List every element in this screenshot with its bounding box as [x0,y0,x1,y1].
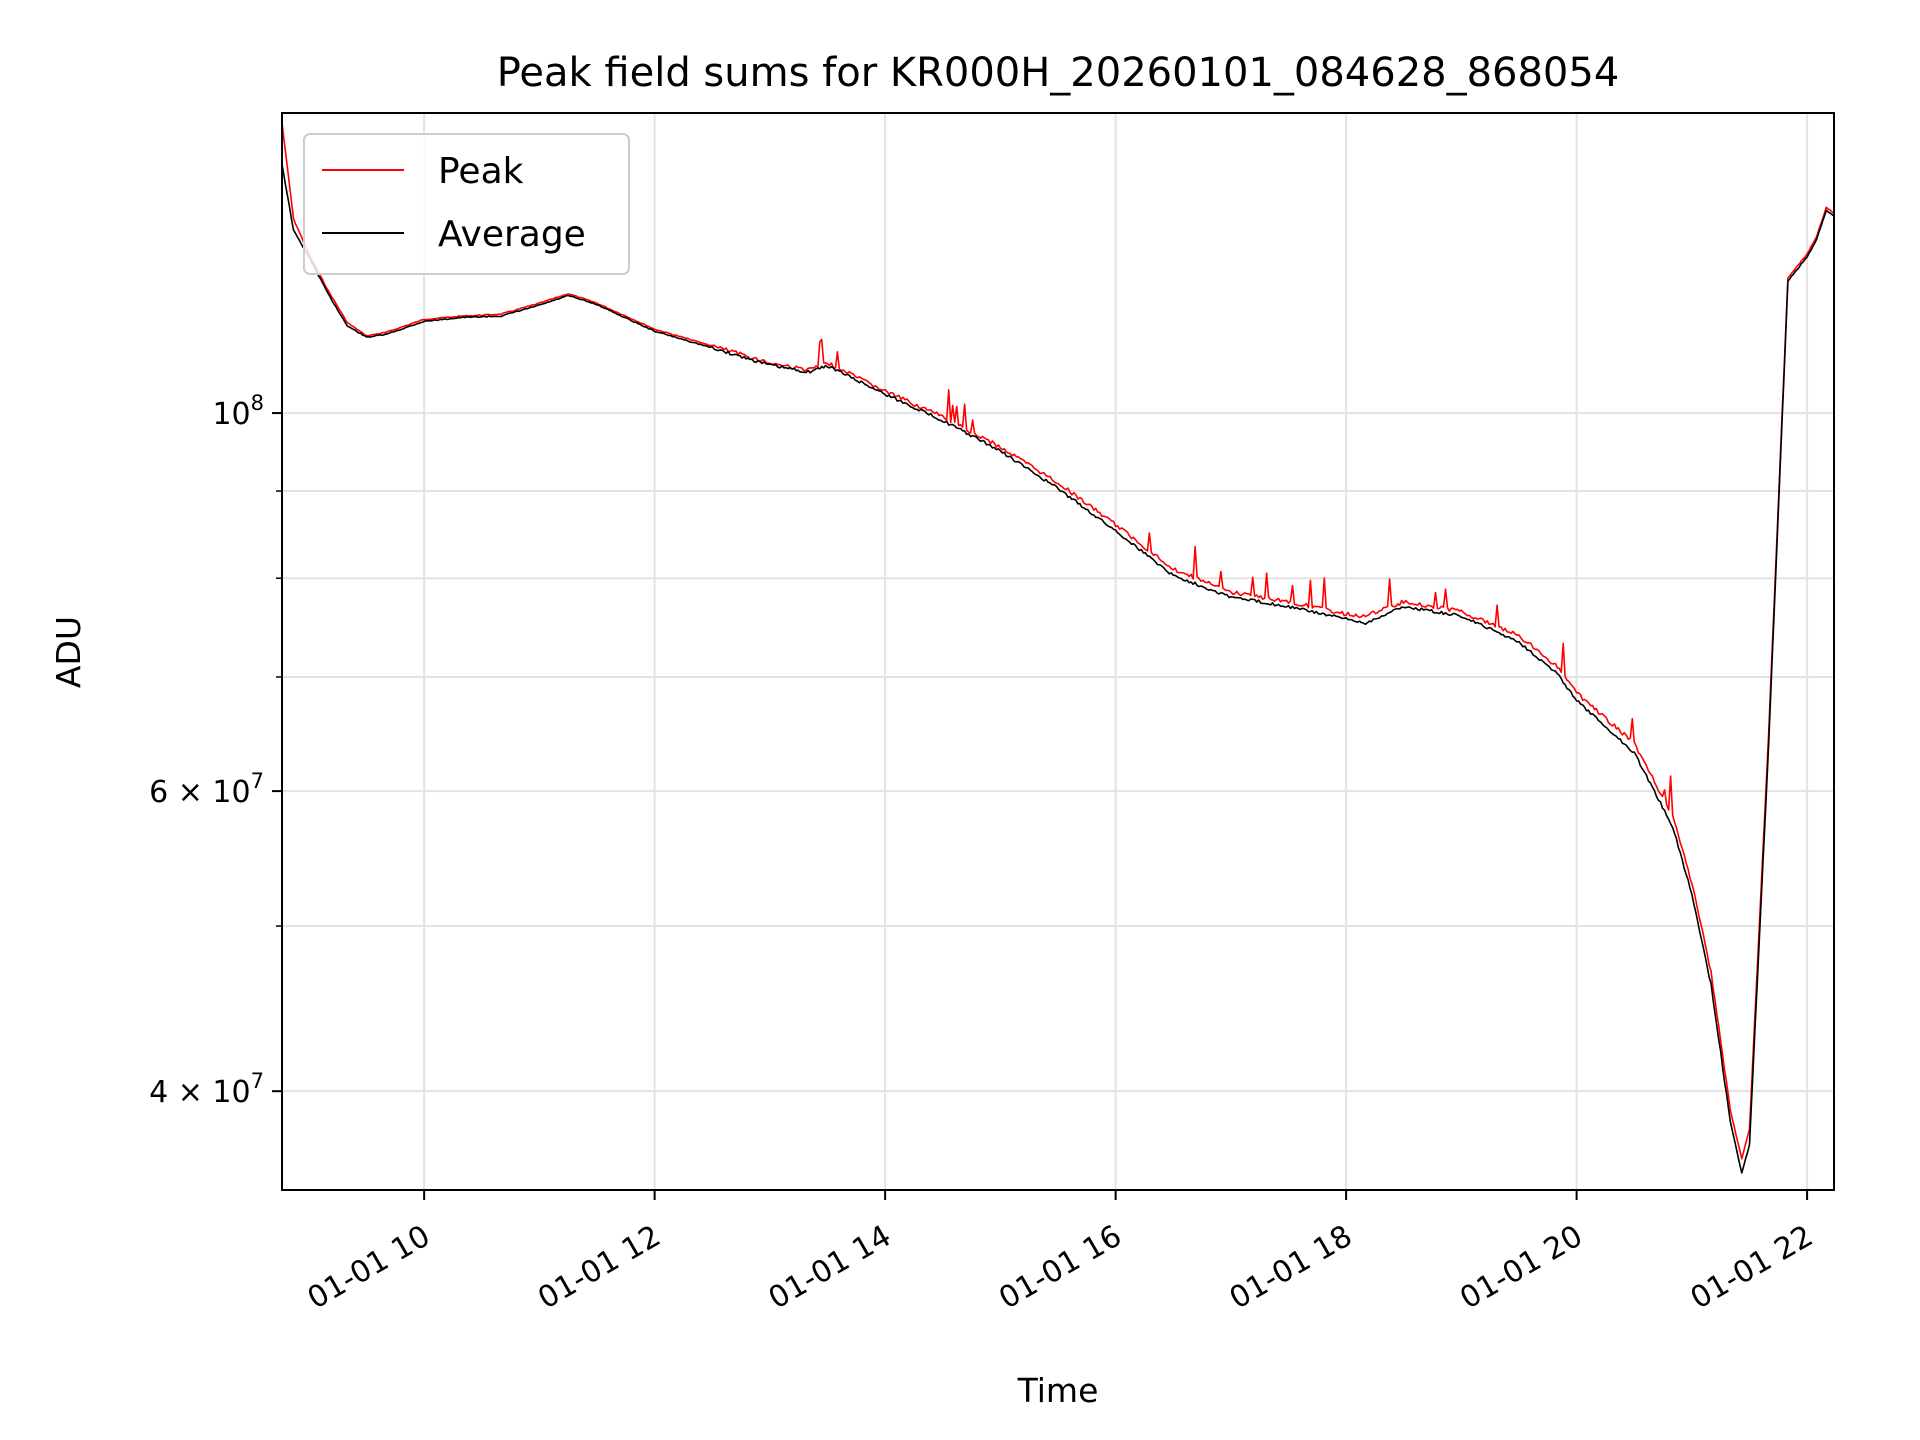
y-axis-label: ADU [49,616,88,688]
plot-frame [281,112,1835,1191]
legend-label-peak: Peak [438,151,524,192]
x-tick-label: 01-01 12 [532,1219,666,1317]
legend-label-average: Average [438,214,586,255]
series-line-peak [281,122,1835,1160]
y-tick-label: 108 [212,391,264,432]
series-line-average [281,164,1835,1174]
x-tick-label: 01-01 22 [1685,1219,1819,1317]
x-tick-label: 01-01 10 [302,1219,436,1317]
y-tick-exponent: 8 [251,391,264,415]
y-axis-ticks: 4 × 107 6 × 107 108 [149,391,282,1110]
y-tick-exponent: 7 [251,1069,264,1093]
y-tick-label: 4 × 107 [149,1069,264,1110]
legend: Peak Average [303,133,630,275]
x-axis-label: Time [1017,1371,1099,1410]
x-axis-ticks: 01-01 10 01-01 12 01-01 14 01-01 16 01-01 18… [302,1190,1819,1316]
x-tick-label: 01-01 20 [1454,1219,1588,1317]
x-tick-label: 01-01 14 [763,1219,897,1317]
grid-lines [282,113,1834,1190]
y-tick-label: 6 × 107 [149,769,264,810]
series-layer [281,122,1835,1174]
x-tick-label: 01-01 16 [993,1219,1127,1317]
y-tick-exponent: 7 [251,769,264,793]
x-tick-label: 01-01 18 [1224,1219,1358,1317]
chart-title: Peak field sums for KR000H_20260101_0846… [497,50,1620,96]
